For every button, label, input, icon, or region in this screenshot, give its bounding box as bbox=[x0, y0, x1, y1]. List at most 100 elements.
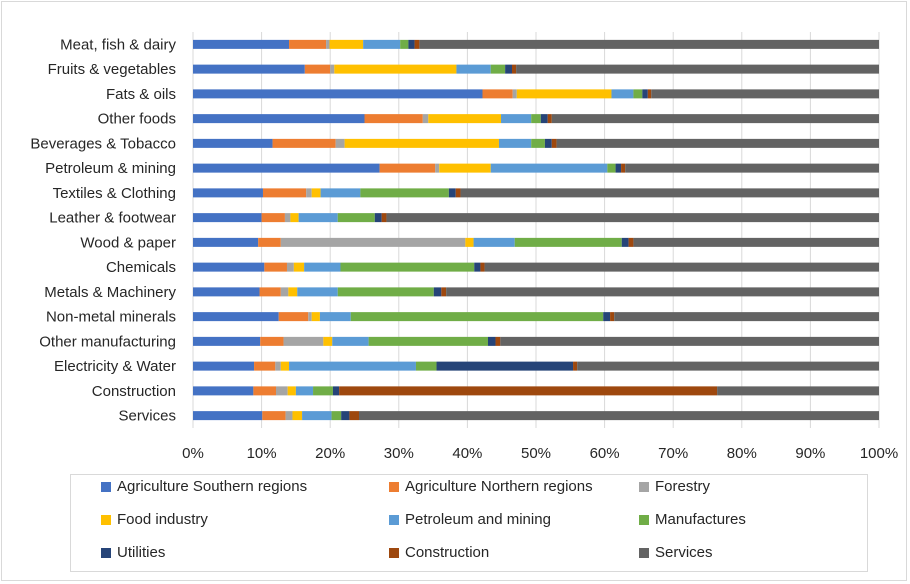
bar-segment bbox=[400, 39, 409, 49]
bar-segment bbox=[193, 114, 365, 124]
bar-segment bbox=[335, 138, 345, 148]
bar-segment bbox=[275, 361, 281, 371]
legend-item: Manufactures bbox=[639, 511, 746, 528]
bar-segment bbox=[414, 39, 420, 49]
bar-segment bbox=[415, 361, 437, 371]
category-label: Fruits & vegetables bbox=[48, 61, 176, 78]
legend-label: Agriculture Southern regions bbox=[117, 478, 308, 495]
bar-segment bbox=[193, 336, 261, 346]
bar-segment bbox=[313, 386, 333, 396]
bar-segment bbox=[364, 114, 423, 124]
bar-segment bbox=[379, 163, 436, 173]
bar-segment bbox=[264, 262, 287, 272]
bar-segment bbox=[332, 336, 369, 346]
category-label: Leather & footwear bbox=[49, 210, 176, 227]
bar-segment bbox=[368, 336, 488, 346]
bar-segment bbox=[607, 163, 616, 173]
bar-segment bbox=[556, 138, 879, 148]
legend-swatch bbox=[101, 481, 111, 492]
bar-segment bbox=[615, 163, 622, 173]
bar-segment bbox=[495, 336, 501, 346]
bar-segment bbox=[610, 312, 615, 322]
bar-segment bbox=[339, 386, 718, 396]
bar-segment bbox=[341, 411, 350, 421]
bar-segment bbox=[480, 262, 485, 272]
bar-segment bbox=[531, 114, 541, 124]
bar-segment bbox=[448, 188, 456, 198]
bar-segment bbox=[306, 188, 312, 198]
bar-segment bbox=[482, 89, 513, 99]
legend-item: Petroleum and mining bbox=[389, 511, 551, 528]
bar-segment bbox=[628, 237, 634, 247]
bar-segment bbox=[456, 64, 491, 74]
bar-segment bbox=[350, 312, 604, 322]
bar-segment bbox=[311, 312, 320, 322]
x-tick-label: 70% bbox=[658, 445, 688, 462]
bar-segment bbox=[577, 361, 879, 371]
stacked-bar-chart: Meat, fish & dairy Fruits & vegetables Fat… bbox=[30, 32, 898, 462]
bar-segment bbox=[505, 64, 512, 74]
bar-segment bbox=[603, 312, 611, 322]
legend-swatch bbox=[639, 514, 649, 525]
bar-segment bbox=[651, 89, 879, 99]
x-tick-label: 10% bbox=[247, 445, 277, 462]
bar-segment bbox=[337, 213, 375, 223]
bar-segment bbox=[280, 361, 290, 371]
bar-segment bbox=[304, 64, 331, 74]
bar-segment bbox=[311, 188, 321, 198]
bar-segment bbox=[360, 188, 449, 198]
bar-segment bbox=[193, 287, 260, 297]
x-axis-tick-labels: 0% 10% 20% 30% 40% 50% 60% 70% 80% 90% 100% bbox=[182, 445, 898, 462]
bar-segment bbox=[193, 138, 273, 148]
bar-segment bbox=[381, 213, 387, 223]
category-label: Meat, fish & dairy bbox=[60, 36, 176, 53]
bar-segment bbox=[262, 188, 307, 198]
bar-segment bbox=[337, 287, 434, 297]
x-tick-label: 0% bbox=[182, 445, 204, 462]
bar-segment bbox=[374, 213, 382, 223]
bar-segment bbox=[498, 138, 532, 148]
legend-item: Utilities bbox=[101, 544, 165, 561]
bar-segment bbox=[455, 188, 461, 198]
bar-segment bbox=[193, 361, 255, 371]
x-tick-label: 100% bbox=[860, 445, 898, 462]
category-label: Construction bbox=[92, 383, 176, 400]
bar-segment bbox=[280, 237, 466, 247]
legend-swatch bbox=[389, 481, 399, 492]
bar-segment bbox=[283, 336, 324, 346]
bar-segment bbox=[304, 262, 341, 272]
bar-segment bbox=[287, 386, 296, 396]
bar-segment bbox=[611, 89, 634, 99]
bar-segment bbox=[460, 188, 879, 198]
bar-segment bbox=[326, 39, 330, 49]
bar-segment bbox=[500, 336, 879, 346]
bar-segment bbox=[516, 64, 879, 74]
bar-segment bbox=[334, 64, 457, 74]
legend-label: Services bbox=[655, 544, 713, 561]
legend-swatch bbox=[101, 547, 111, 558]
legend-swatch bbox=[101, 514, 111, 525]
bar-segment bbox=[276, 386, 288, 396]
bar-segment bbox=[441, 287, 447, 297]
bar-segment bbox=[647, 89, 652, 99]
category-label: Other foods bbox=[98, 111, 176, 128]
bar-segment bbox=[288, 287, 298, 297]
bar-segment bbox=[193, 262, 265, 272]
legend-item: Food industry bbox=[101, 511, 208, 528]
bar-segment bbox=[386, 213, 879, 223]
bar-segment bbox=[323, 336, 333, 346]
bar-segment bbox=[284, 213, 291, 223]
legend-label: Food industry bbox=[117, 511, 208, 528]
category-label: Electricity & Water bbox=[54, 358, 176, 375]
bar-segment bbox=[473, 237, 515, 247]
x-tick-label: 40% bbox=[452, 445, 482, 462]
bar-segment bbox=[490, 64, 506, 74]
bar-segment bbox=[359, 411, 880, 421]
bar-segment bbox=[344, 138, 499, 148]
bars bbox=[193, 39, 880, 421]
x-tick-label: 90% bbox=[795, 445, 825, 462]
legend-swatch bbox=[639, 481, 649, 492]
bar-segment bbox=[419, 39, 879, 49]
bar-segment bbox=[193, 237, 259, 247]
legend-item: Services bbox=[639, 544, 713, 561]
